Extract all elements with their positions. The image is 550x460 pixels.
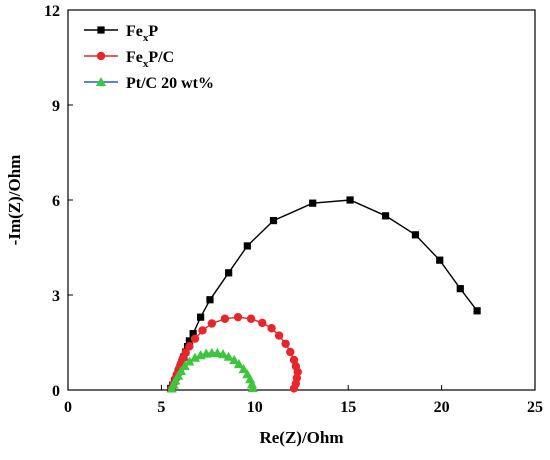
- data-point: [175, 365, 187, 376]
- data-point: [456, 285, 464, 293]
- data-point: [220, 314, 230, 323]
- data-point: [181, 348, 190, 357]
- series-line: [170, 199, 478, 389]
- x-tick-label: 5: [157, 399, 165, 416]
- data-point: [190, 334, 200, 343]
- data-point: [309, 199, 317, 207]
- data-point: [281, 339, 290, 348]
- legend-label: Pt/C 20 wt%: [126, 75, 214, 92]
- data-point: [233, 358, 244, 369]
- legend-label-subscript: x: [143, 32, 149, 44]
- data-point: [411, 231, 420, 239]
- data-point: [346, 196, 354, 204]
- series-1: [167, 312, 302, 393]
- legend-label-tail: P: [148, 23, 158, 40]
- data-point: [274, 331, 284, 340]
- series-layer: [166, 196, 481, 393]
- data-point: [229, 354, 240, 364]
- data-point: [197, 313, 205, 321]
- data-point: [198, 326, 207, 335]
- x-axis-title: Re(Z)/Ohm: [259, 428, 343, 447]
- data-point: [436, 256, 444, 264]
- data-point: [189, 352, 201, 362]
- x-tick-label: 0: [64, 399, 72, 416]
- y-tick-label: 9: [52, 98, 60, 115]
- legend-label-main: Fe: [126, 49, 143, 66]
- data-point: [233, 312, 243, 322]
- data-point: [246, 314, 256, 323]
- data-point: [289, 355, 299, 365]
- data-point: [289, 384, 299, 393]
- y-tick-label: 12: [44, 3, 60, 20]
- data-point: [238, 364, 249, 374]
- x-tick-label: 25: [527, 399, 543, 416]
- data-point: [225, 269, 233, 277]
- data-point: [170, 375, 181, 385]
- x-tick-label: 15: [340, 399, 356, 416]
- data-point: [184, 356, 195, 366]
- data-point: [173, 370, 184, 380]
- legend-label: FexP/C: [126, 49, 174, 70]
- data-point: [223, 351, 234, 361]
- legend-label: FexP: [126, 23, 158, 44]
- legend-marker: [96, 51, 106, 61]
- legend-label-tail: P/C: [148, 49, 174, 66]
- data-point: [473, 307, 481, 315]
- data-point: [185, 342, 194, 351]
- data-point: [206, 296, 214, 304]
- legend-marker: [95, 76, 107, 87]
- axis-ticks: 0 5 10 15 20 25 0 3 6 9 12: [44, 3, 543, 416]
- data-point: [258, 318, 267, 328]
- data-point: [217, 349, 229, 359]
- series-2: [166, 347, 258, 393]
- legend-marker: [97, 26, 105, 34]
- x-tick-label: 20: [434, 399, 450, 416]
- data-point: [286, 347, 295, 357]
- data-point: [207, 319, 217, 328]
- x-tick-label: 10: [247, 399, 263, 416]
- data-point: [247, 383, 258, 393]
- data-point: [185, 337, 194, 345]
- legend-label-subscript: x: [143, 58, 149, 70]
- data-point: [381, 212, 390, 220]
- data-point: [269, 216, 278, 225]
- data-point: [189, 330, 197, 338]
- data-point: [243, 242, 251, 250]
- y-tick-label: 3: [52, 288, 60, 305]
- legend-label-main: Fe: [126, 23, 143, 40]
- y-tick-label: 6: [52, 193, 60, 210]
- series-line: [171, 316, 299, 389]
- y-tick-label: 0: [52, 383, 60, 400]
- y-axis-title: -Im(Z)/Ohm: [5, 155, 24, 246]
- data-point: [267, 324, 276, 333]
- series-0: [167, 196, 481, 393]
- plot-frame: [67, 9, 536, 391]
- legend-label-main: Pt/C 20 wt%: [126, 75, 214, 92]
